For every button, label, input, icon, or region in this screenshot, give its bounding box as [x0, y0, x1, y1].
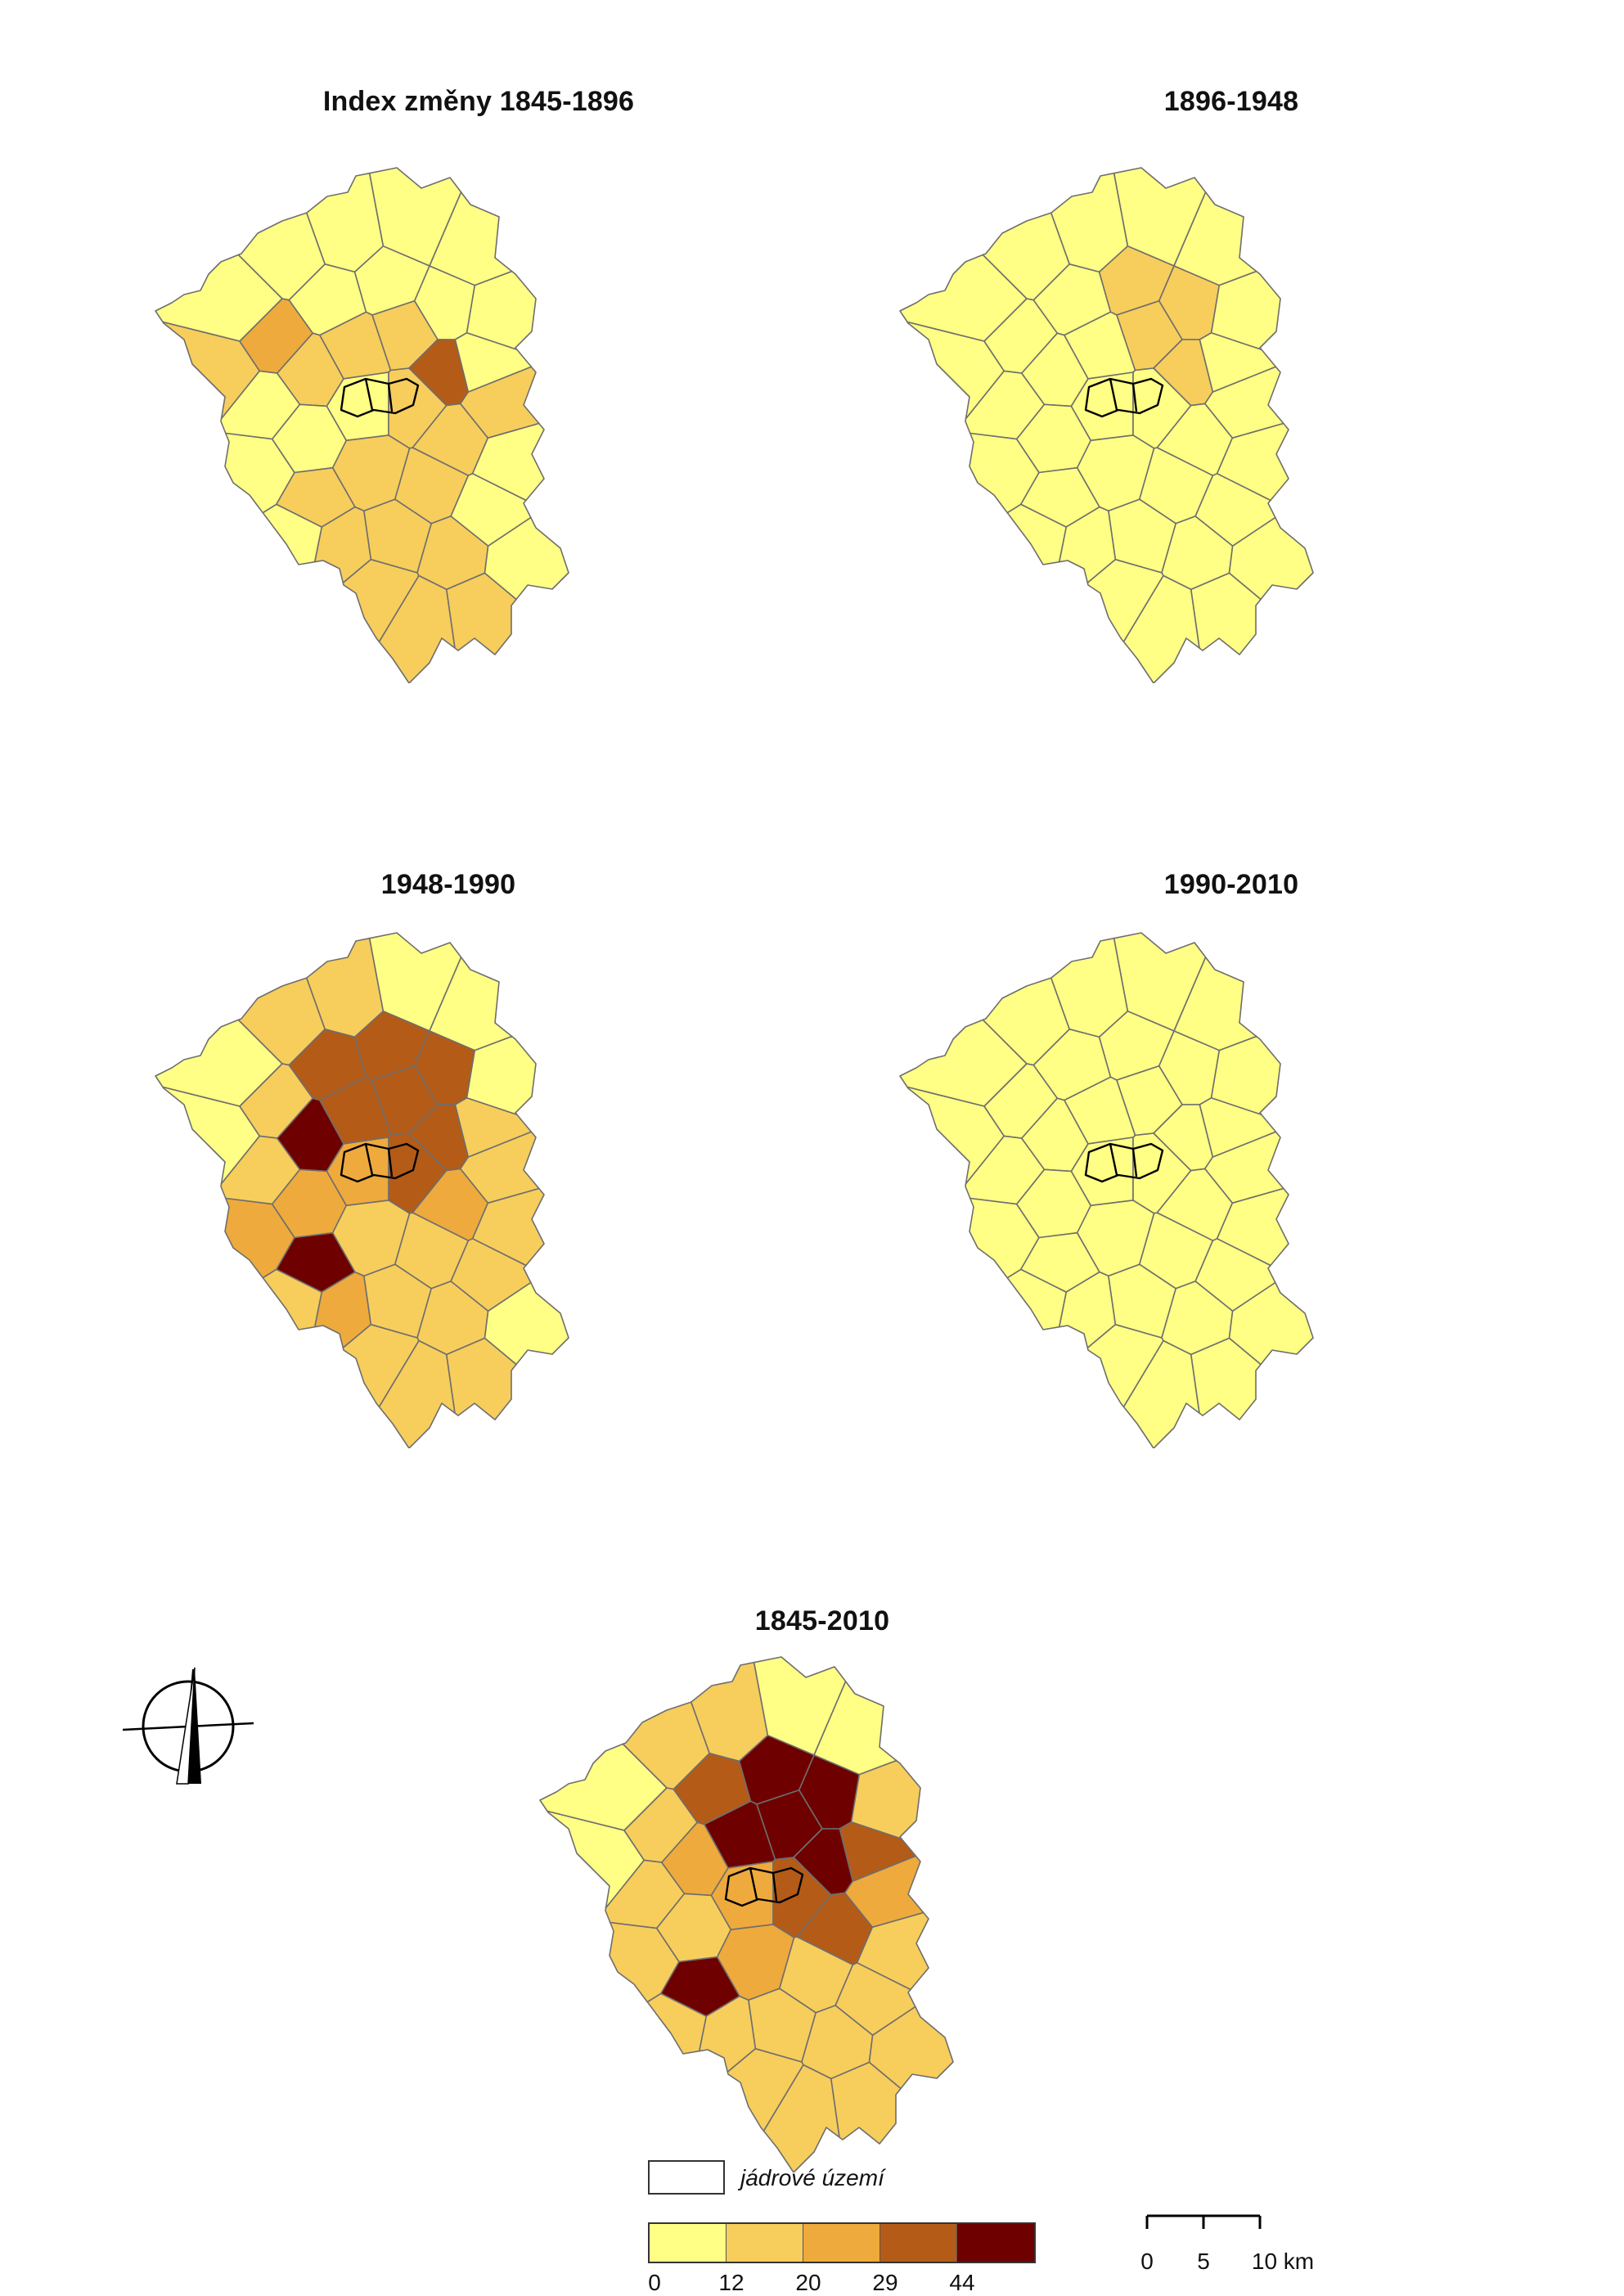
municipality-region: [342, 559, 420, 643]
municipality-region: [1228, 1281, 1314, 1366]
municipality-region: [471, 422, 545, 502]
legend-swatch-4: [957, 2224, 1034, 2262]
municipality-region: [1086, 1324, 1164, 1408]
municipality-region: [484, 516, 569, 601]
municipality-region: [1190, 1337, 1262, 1420]
municipality-region: [1190, 572, 1262, 655]
municipality-region: [1122, 1339, 1200, 1448]
municipality-region: [868, 2006, 954, 2090]
legend-swatch-3: [880, 2224, 957, 2262]
legend-tick-44: 44: [949, 2270, 975, 2295]
municipality-region: [262, 1268, 322, 1330]
municipality-region: [1216, 422, 1289, 502]
core-area-outline: [1084, 1142, 1164, 1183]
municipality-region: [446, 1337, 517, 1420]
scale-bar: [1145, 2214, 1262, 2229]
map-1948-1990: [155, 932, 569, 1448]
north-arrow-icon: [123, 1667, 254, 1785]
municipality-region: [1006, 1268, 1067, 1330]
map-1896-1948: [899, 167, 1314, 683]
legend-tick-20: 20: [795, 2270, 821, 2295]
scale-label-10km: 10 km: [1251, 2249, 1315, 2274]
municipality-region: [1228, 516, 1314, 601]
municipality-region: [378, 574, 456, 683]
legend-tick-29: 29: [872, 2270, 898, 2295]
municipality-region: [1122, 574, 1200, 683]
legend-color-bar: [648, 2222, 1036, 2263]
municipality-region: [446, 572, 517, 655]
legend-core-label: jádrové území: [740, 2165, 884, 2190]
legend-swatch-2: [803, 2224, 880, 2262]
panel-title-1990-2010: 1990-2010: [1163, 869, 1299, 900]
scale-label-0: 0: [1140, 2249, 1154, 2274]
municipality-region: [471, 1187, 545, 1267]
scale-label-5: 5: [1197, 2249, 1210, 2274]
municipality-region: [262, 503, 322, 565]
legend-swatch-1: [727, 2224, 803, 2262]
core-area-outline: [724, 1866, 804, 1907]
panel-title-1896-1948: 1896-1948: [1163, 86, 1299, 117]
core-area-outline: [340, 377, 420, 418]
municipality-region: [342, 1324, 420, 1408]
municipality-region: [1086, 559, 1164, 643]
legend-tick-12: 12: [718, 2270, 745, 2295]
municipality-region: [646, 1992, 707, 2055]
municipality-region: [830, 2061, 902, 2145]
panel-title-1845-1896: Index změny 1845-1896: [322, 86, 635, 117]
panel-title-1845-2010: 1845-2010: [754, 1605, 890, 1636]
map-1990-2010: [899, 932, 1314, 1448]
core-area-outline: [1084, 377, 1164, 418]
municipality-region: [727, 2048, 804, 2132]
core-area-outline: [340, 1142, 420, 1183]
municipality-region: [378, 1339, 456, 1448]
municipality-region: [1006, 503, 1067, 565]
panel-title-1948-1990: 1948-1990: [380, 869, 516, 900]
municipality-region: [856, 1911, 929, 1991]
municipality-region: [763, 2064, 840, 2172]
legend-swatch-0: [650, 2224, 727, 2262]
map-1845-1896: [155, 167, 569, 683]
legend-tick-0: 0: [648, 2270, 661, 2295]
municipality-region: [484, 1281, 569, 1366]
municipality-region: [1216, 1187, 1289, 1267]
map-1845-2010: [539, 1656, 954, 2172]
legend-core-swatch: [648, 2160, 725, 2195]
